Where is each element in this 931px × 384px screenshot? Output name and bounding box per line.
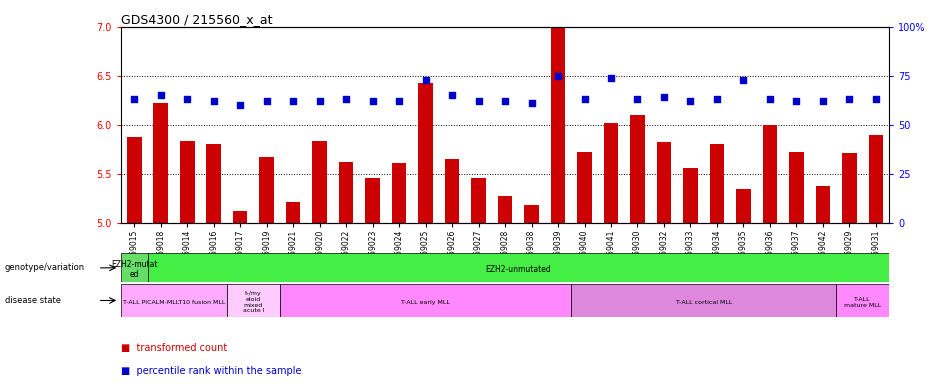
Point bbox=[762, 96, 777, 103]
Bar bbox=[630, 115, 645, 223]
Text: genotype/variation: genotype/variation bbox=[5, 263, 85, 272]
Text: T-ALL
mature MLL: T-ALL mature MLL bbox=[844, 297, 882, 308]
Bar bbox=[836, 284, 889, 317]
Bar bbox=[471, 178, 486, 223]
Text: ■  percentile rank within the sample: ■ percentile rank within the sample bbox=[121, 366, 302, 376]
Bar bbox=[656, 142, 671, 223]
Point bbox=[736, 77, 751, 83]
Point bbox=[656, 94, 671, 101]
Point bbox=[392, 98, 407, 104]
Bar bbox=[286, 202, 301, 223]
Point bbox=[683, 98, 698, 104]
Bar bbox=[260, 157, 274, 223]
Bar bbox=[551, 27, 565, 223]
Point bbox=[312, 98, 327, 104]
Point bbox=[365, 98, 380, 104]
Text: T-ALL early MLL: T-ALL early MLL bbox=[401, 300, 450, 305]
Point bbox=[339, 96, 354, 103]
Bar bbox=[762, 125, 777, 223]
Bar bbox=[572, 284, 836, 317]
Point bbox=[789, 98, 803, 104]
Bar bbox=[121, 253, 147, 282]
Bar bbox=[498, 196, 512, 223]
Bar bbox=[789, 152, 803, 223]
Point bbox=[445, 92, 460, 98]
Point bbox=[180, 96, 195, 103]
Point bbox=[154, 92, 169, 98]
Bar bbox=[445, 159, 459, 223]
Text: EZH2-unmutated: EZH2-unmutated bbox=[485, 265, 551, 274]
Point bbox=[471, 98, 486, 104]
Point bbox=[816, 98, 830, 104]
Point bbox=[524, 100, 539, 106]
Text: GDS4300 / 215560_x_at: GDS4300 / 215560_x_at bbox=[121, 13, 273, 26]
Bar bbox=[127, 137, 142, 223]
Bar bbox=[365, 178, 380, 223]
Text: disease state: disease state bbox=[5, 296, 61, 305]
Bar bbox=[280, 284, 572, 317]
Point bbox=[577, 96, 592, 103]
Point bbox=[603, 75, 618, 81]
Text: EZH2-mutat
ed: EZH2-mutat ed bbox=[111, 260, 157, 279]
Point bbox=[233, 102, 248, 108]
Point bbox=[630, 96, 645, 103]
Point bbox=[550, 73, 565, 79]
Text: T-ALL PICALM-MLLT10 fusion MLL: T-ALL PICALM-MLLT10 fusion MLL bbox=[123, 300, 225, 305]
Bar bbox=[154, 103, 168, 223]
Text: ■  transformed count: ■ transformed count bbox=[121, 343, 227, 353]
Bar bbox=[418, 83, 433, 223]
Point bbox=[418, 77, 433, 83]
Bar bbox=[233, 211, 248, 223]
Bar bbox=[339, 162, 354, 223]
Point bbox=[286, 98, 301, 104]
Bar bbox=[816, 187, 830, 223]
Bar bbox=[392, 163, 407, 223]
Bar bbox=[207, 144, 221, 223]
Bar bbox=[524, 205, 539, 223]
Point bbox=[497, 98, 512, 104]
Bar bbox=[227, 284, 280, 317]
Bar bbox=[121, 284, 227, 317]
Bar bbox=[180, 141, 195, 223]
Text: t-/my
eloid
mixed
acute l: t-/my eloid mixed acute l bbox=[243, 291, 264, 313]
Bar bbox=[313, 141, 327, 223]
Point bbox=[259, 98, 274, 104]
Point bbox=[207, 98, 222, 104]
Point bbox=[842, 96, 857, 103]
Bar bbox=[709, 144, 724, 223]
Point bbox=[709, 96, 724, 103]
Bar bbox=[683, 168, 697, 223]
Text: T-ALL cortical MLL: T-ALL cortical MLL bbox=[676, 300, 732, 305]
Bar bbox=[869, 135, 884, 223]
Point bbox=[127, 96, 142, 103]
Bar bbox=[603, 123, 618, 223]
Bar bbox=[577, 152, 592, 223]
Bar bbox=[843, 153, 857, 223]
Bar bbox=[736, 189, 750, 223]
Point bbox=[869, 96, 884, 103]
